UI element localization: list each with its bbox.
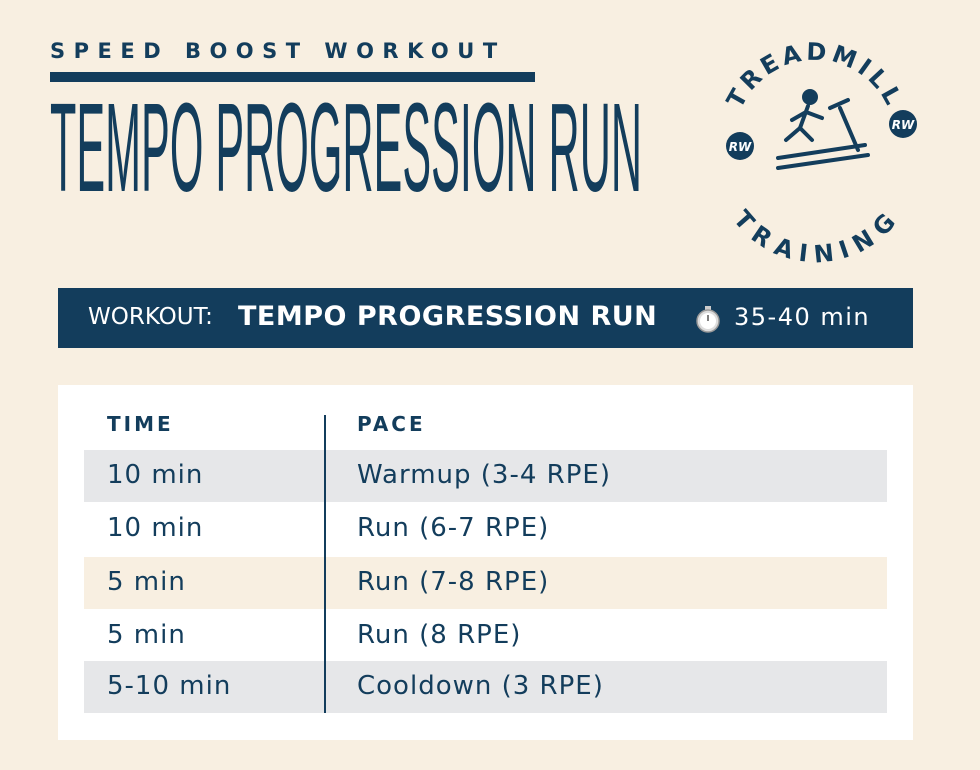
treadmill-icon (776, 89, 870, 170)
table-row: 5 min Run (7-8 RPE) (84, 557, 887, 609)
badge-dot (889, 110, 917, 138)
pace-cell: Cooldown (3 RPE) (357, 671, 604, 701)
time-cell: 10 min (107, 460, 204, 490)
pace-cell: Run (6-7 RPE) (357, 513, 550, 543)
table-row: 10 min Run (6-7 RPE) (84, 503, 887, 555)
badge-mark: RW (729, 140, 752, 154)
pace-cell: Warmup (3-4 RPE) (357, 460, 611, 490)
time-cell: 5 min (107, 567, 186, 597)
rule (50, 72, 535, 82)
kicker: SPEED BOOST WORKOUT (50, 39, 506, 63)
banner-name: TEMPO PROGRESSION RUN (238, 301, 658, 332)
stopwatch-icon (696, 306, 720, 333)
time-cell: 5 min (107, 620, 186, 650)
title: TEMPO PROGRESSION RUN (50, 77, 642, 218)
badge-bottom-text: TRAINING (728, 205, 899, 269)
table-row: 5-10 min Cooldown (3 RPE) (84, 661, 887, 713)
banner-duration: 35-40 min (734, 303, 871, 331)
time-cell: 5-10 min (107, 671, 232, 701)
table-row: 10 min Warmup (3-4 RPE) (84, 450, 887, 502)
table: TIME PACE 10 min Warmup (3-4 RPE) 10 min Ru… (58, 385, 913, 740)
banner: WORKOUT: TEMPO PROGRESSION RUN 35-40 min (58, 288, 913, 348)
pace-cell: Run (7-8 RPE) (357, 567, 550, 597)
time-cell: 10 min (107, 513, 204, 543)
badge-mark: RW (892, 118, 915, 132)
pace-cell: Run (8 RPE) (357, 620, 522, 650)
badge: TREADMILL TRAINING RW RW (721, 38, 917, 269)
column-header: TIME (107, 412, 174, 436)
divider (324, 415, 326, 713)
table-row: 5 min Run (8 RPE) (84, 610, 887, 662)
column-header: PACE (357, 412, 426, 436)
header: SPEED BOOST WORKOUT TEMPO PROGRESSION RU… (50, 38, 917, 269)
badge-dot (726, 132, 754, 160)
banner-label: WORKOUT: (88, 304, 213, 330)
badge-bottom: TRAINING (728, 205, 903, 269)
